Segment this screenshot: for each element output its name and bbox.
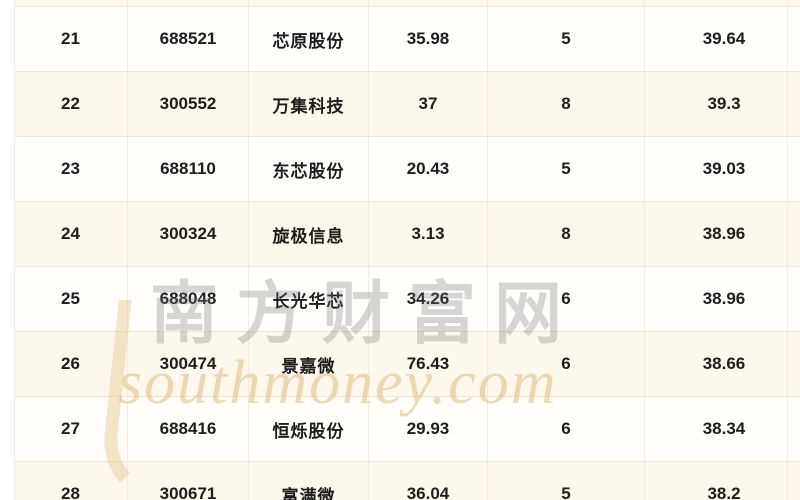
table-cell-name bbox=[248, 0, 369, 7]
table-cell-change: 38.96 bbox=[644, 266, 800, 332]
table-cell-price: 3.13 bbox=[368, 201, 488, 267]
table-cell-days: 6 bbox=[487, 266, 645, 332]
table-cell-price: 29.93 bbox=[368, 396, 488, 462]
table-cell-name: 万集科技 bbox=[248, 71, 369, 137]
table-cell-code: 300552 bbox=[127, 71, 249, 137]
table-cell-rank: 26 bbox=[14, 331, 128, 397]
table-cell-price bbox=[368, 0, 488, 7]
table-row[interactable]: 28 300671 富满微 36.04 5 38.2 bbox=[14, 461, 800, 500]
table-row-clipped bbox=[14, 0, 800, 7]
table-cell-name: 景嘉微 bbox=[248, 331, 369, 397]
table-row[interactable]: 21 688521 芯原股份 35.98 5 39.64 bbox=[14, 6, 800, 72]
table-row[interactable]: 23 688110 东芯股份 20.43 5 39.03 bbox=[14, 136, 800, 202]
table-cell-days bbox=[487, 0, 645, 7]
table-cell-days: 6 bbox=[487, 396, 645, 462]
table-cell-name: 富满微 bbox=[248, 461, 369, 500]
table-cell-days: 5 bbox=[487, 6, 645, 72]
table-row[interactable]: 25 688048 长光华芯 34.26 6 38.96 bbox=[14, 266, 800, 332]
stock-table: 21 688521 芯原股份 35.98 5 39.64 22 300552 万集科技 37 8 39… bbox=[14, 0, 800, 500]
table-cell-name: 长光华芯 bbox=[248, 266, 369, 332]
table-cell-code bbox=[127, 0, 249, 7]
table-cell-change: 39.3 bbox=[644, 71, 800, 137]
table-cell-days: 8 bbox=[487, 201, 645, 267]
table-cell-code: 300671 bbox=[127, 461, 249, 500]
stock-table-container: 21 688521 芯原股份 35.98 5 39.64 22 300552 万集科技 37 8 39… bbox=[14, 0, 800, 500]
table-cell-rank: 23 bbox=[14, 136, 128, 202]
table-cell-change bbox=[644, 0, 800, 7]
table-cell-rank: 22 bbox=[14, 71, 128, 137]
table-row[interactable]: 24 300324 旋极信息 3.13 8 38.96 bbox=[14, 201, 800, 267]
table-cell-code: 300324 bbox=[127, 201, 249, 267]
table-cell-price: 20.43 bbox=[368, 136, 488, 202]
table-cell-days: 5 bbox=[487, 461, 645, 500]
table-row[interactable]: 22 300552 万集科技 37 8 39.3 bbox=[14, 71, 800, 137]
table-cell-rank: 21 bbox=[14, 6, 128, 72]
table-cell-rank: 28 bbox=[14, 461, 128, 500]
table-cell-change: 38.2 bbox=[644, 461, 800, 500]
table-cell-days: 5 bbox=[487, 136, 645, 202]
table-cell-name: 旋极信息 bbox=[248, 201, 369, 267]
table-cell-code: 688521 bbox=[127, 6, 249, 72]
table-cell-change: 38.34 bbox=[644, 396, 800, 462]
table-cell-code: 688048 bbox=[127, 266, 249, 332]
table-cell-price: 76.43 bbox=[368, 331, 488, 397]
table-cell-price: 35.98 bbox=[368, 6, 488, 72]
table-cell-days: 6 bbox=[487, 331, 645, 397]
table-left-border bbox=[14, 0, 15, 500]
table-cell-name: 东芯股份 bbox=[248, 136, 369, 202]
stock-table-body: 21 688521 芯原股份 35.98 5 39.64 22 300552 万集科技 37 8 39… bbox=[14, 0, 800, 500]
table-cell-price: 37 bbox=[368, 71, 488, 137]
table-cell-code: 300474 bbox=[127, 331, 249, 397]
table-cell-rank: 27 bbox=[14, 396, 128, 462]
table-cell-change: 39.64 bbox=[644, 6, 800, 72]
table-cell-rank bbox=[14, 0, 128, 7]
table-right-border bbox=[787, 0, 788, 500]
table-row[interactable]: 27 688416 恒烁股份 29.93 6 38.34 bbox=[14, 396, 800, 462]
table-cell-price: 36.04 bbox=[368, 461, 488, 500]
table-cell-change: 38.96 bbox=[644, 201, 800, 267]
table-cell-code: 688110 bbox=[127, 136, 249, 202]
table-cell-name: 恒烁股份 bbox=[248, 396, 369, 462]
table-cell-rank: 25 bbox=[14, 266, 128, 332]
table-cell-rank: 24 bbox=[14, 201, 128, 267]
table-row[interactable]: 26 300474 景嘉微 76.43 6 38.66 bbox=[14, 331, 800, 397]
table-cell-name: 芯原股份 bbox=[248, 6, 369, 72]
table-cell-change: 39.03 bbox=[644, 136, 800, 202]
table-cell-code: 688416 bbox=[127, 396, 249, 462]
table-cell-days: 8 bbox=[487, 71, 645, 137]
table-cell-price: 34.26 bbox=[368, 266, 488, 332]
table-cell-change: 38.66 bbox=[644, 331, 800, 397]
